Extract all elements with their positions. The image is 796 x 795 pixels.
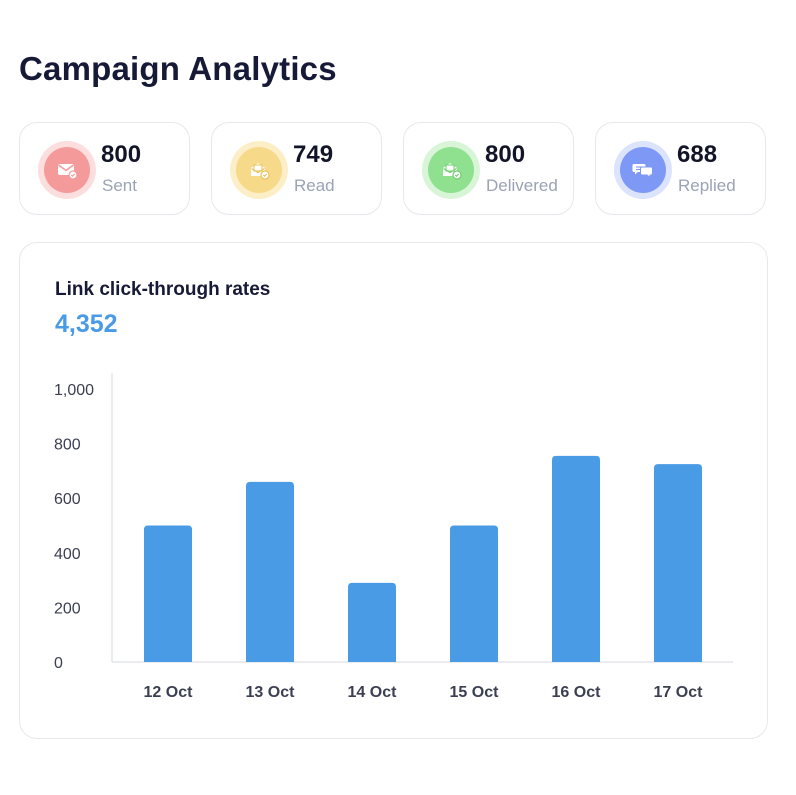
y-tick-label: 800 xyxy=(54,437,81,454)
bar[interactable] xyxy=(246,481,294,662)
stat-icon-ring xyxy=(230,141,288,199)
x-tick-label: 15 Oct xyxy=(450,684,500,701)
y-tick-label: 600 xyxy=(54,491,81,508)
stat-label: Read xyxy=(294,176,335,195)
x-tick-label: 14 Oct xyxy=(348,684,398,701)
mail-icon xyxy=(44,147,90,193)
x-tick-label: 16 Oct xyxy=(552,684,602,701)
stat-label: Replied xyxy=(678,176,736,195)
stats-row: 800 Sent 749 Read xyxy=(19,122,768,217)
chart-title: Link click-through rates xyxy=(55,279,271,300)
y-tick-label: 0 xyxy=(54,655,63,672)
stat-value: 800 xyxy=(485,141,526,168)
y-tick-label: 400 xyxy=(54,546,81,563)
stat-icon-ring xyxy=(422,141,480,199)
chat-bubbles-icon xyxy=(620,147,666,193)
stat-label: Delivered xyxy=(486,176,558,195)
bar-chart: 0 200 400 600 800 1,000 12 Oct 13 Oct 14 Oct 15 O… xyxy=(54,373,733,701)
stat-card-replied[interactable]: 688 Replied xyxy=(595,122,766,215)
stat-value: 688 xyxy=(677,141,718,168)
stat-value: 800 xyxy=(101,141,142,168)
stat-icon-ring xyxy=(614,141,672,199)
bar[interactable] xyxy=(144,525,192,663)
chart-total: 4,352 xyxy=(55,310,118,338)
stat-icon-ring xyxy=(38,141,96,199)
stat-value: 749 xyxy=(293,141,334,168)
stat-card-sent[interactable]: 800 Sent xyxy=(19,122,190,215)
bar[interactable] xyxy=(654,464,702,662)
bar[interactable] xyxy=(348,582,396,662)
y-tick-label: 1,000 xyxy=(54,382,94,399)
opened-mail-icon xyxy=(236,147,282,193)
bar[interactable] xyxy=(450,525,498,663)
stat-card-read[interactable]: 749 Read xyxy=(211,122,382,215)
chart-card: Link click-through rates 4,352 0 200 400 60… xyxy=(19,242,768,739)
mail-check-icon xyxy=(428,147,474,193)
x-tick-label: 12 Oct xyxy=(144,684,194,701)
bar[interactable] xyxy=(552,455,600,662)
page-title: Campaign Analytics xyxy=(19,50,337,87)
stat-label: Sent xyxy=(102,176,137,195)
x-tick-label: 13 Oct xyxy=(246,684,296,701)
y-tick-label: 200 xyxy=(54,600,81,617)
x-tick-label: 17 Oct xyxy=(654,684,704,701)
stat-card-delivered[interactable]: 800 Delivered xyxy=(403,122,574,215)
